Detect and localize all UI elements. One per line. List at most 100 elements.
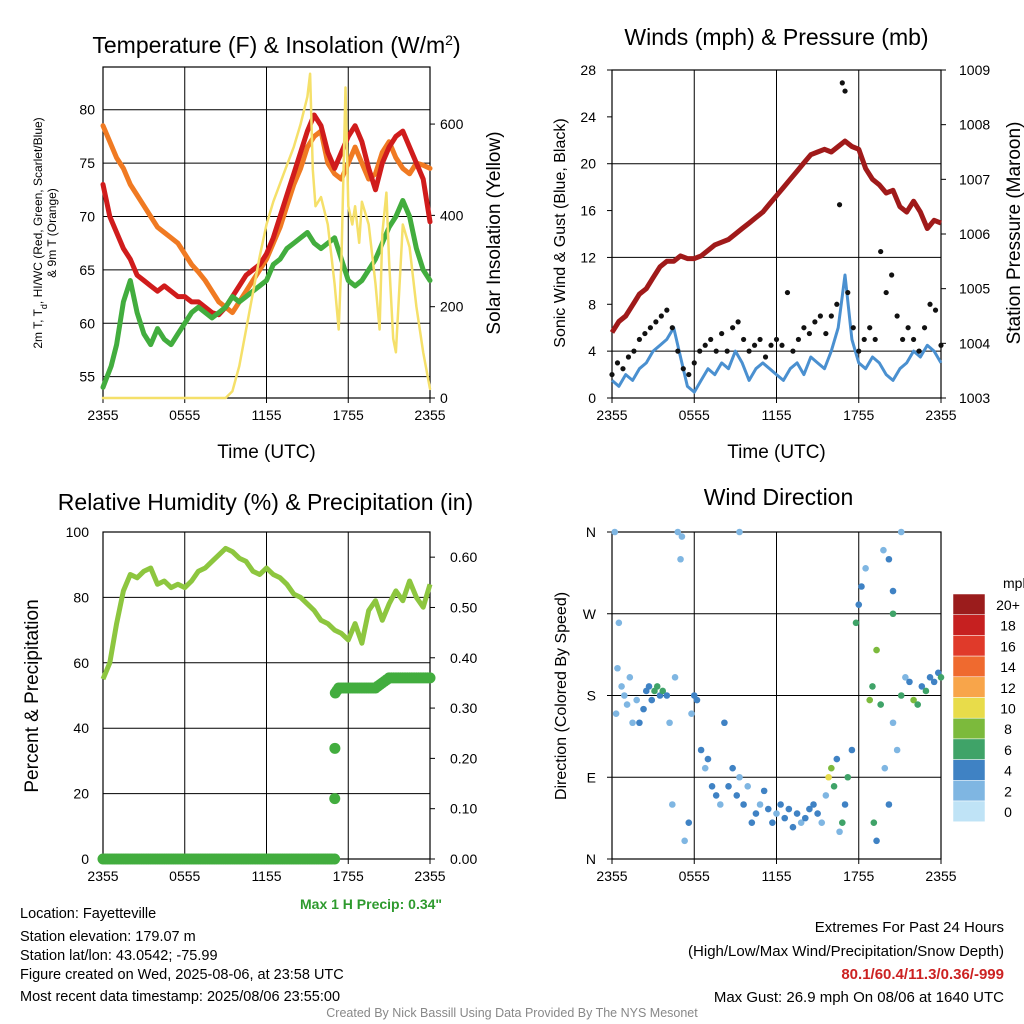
- precip-point: [424, 672, 436, 684]
- gust-point: [795, 336, 802, 343]
- gust-point: [927, 301, 933, 307]
- gust-point: [620, 366, 626, 372]
- gust-point: [867, 325, 873, 331]
- y2-tick-label: 600: [440, 116, 464, 132]
- direction-point: [822, 792, 830, 799]
- direction-point: [653, 683, 661, 690]
- gust-point: [938, 342, 944, 348]
- chart-title: Relative Humidity (%) & Precipitation (i…: [58, 489, 473, 515]
- gust-point: [839, 80, 845, 86]
- direction-point: [716, 801, 724, 808]
- colorbar-label: 0: [1004, 804, 1012, 820]
- x-tick-label: 2355: [414, 868, 445, 884]
- colorbar-title: mph: [1003, 575, 1024, 591]
- y-axis-label: 2m T, Td, HI/WC (Red, Green, Scarlet/Blu…: [31, 117, 49, 348]
- x-tick-label: 1755: [843, 868, 874, 884]
- series-line-2m-t: [100, 112, 433, 318]
- latlon-label: Station lat/lon: 43.0542; -75.99: [20, 948, 218, 964]
- direction-point: [870, 819, 878, 826]
- direction-point: [614, 664, 621, 672]
- colorbar-swatch: [952, 593, 986, 615]
- x-tick-label: 2355: [925, 407, 956, 423]
- max-precip-label: Max 1 H Precip: 0.34": [300, 896, 443, 912]
- y-tick-label: 80: [79, 102, 95, 118]
- direction-point: [769, 819, 776, 826]
- gust-point: [779, 342, 785, 348]
- direction-point: [736, 773, 743, 781]
- gust-point: [691, 360, 697, 366]
- direction-point: [814, 810, 821, 817]
- colorbar-swatch: [952, 717, 986, 740]
- direction-point: [793, 810, 801, 817]
- gust-point: [889, 272, 895, 278]
- gust-point: [658, 313, 664, 319]
- y-tick-label: 4: [588, 343, 596, 359]
- direction-point: [818, 819, 826, 826]
- direction-point: [893, 746, 901, 754]
- direction-point: [869, 683, 876, 690]
- x-tick-label: 2355: [87, 407, 118, 423]
- y-axis-label: Sonic Wind & Gust (Blue, Black): [552, 118, 569, 347]
- gust-point: [806, 330, 813, 337]
- gust-point: [642, 330, 648, 337]
- x-tick-label: 1755: [333, 407, 364, 423]
- series-line-relative-humidity: [100, 545, 433, 681]
- y-tick-label: 65: [79, 262, 95, 278]
- direction-point: [748, 819, 756, 826]
- gust-point: [614, 360, 621, 366]
- direction-point: [797, 819, 805, 826]
- gust-point: [916, 348, 922, 354]
- y2-tick-label: 0.40: [450, 650, 477, 666]
- extremes-title: Extremes For Past 24 Hours: [814, 919, 1004, 936]
- gust-point: [850, 325, 856, 331]
- y-tick-label: 24: [580, 109, 596, 125]
- x-tick-label: 1155: [761, 868, 791, 884]
- direction-point: [612, 710, 620, 717]
- gust-point: [894, 313, 900, 319]
- extremes-values: 80.1/60.4/11.3/0.36/-999: [841, 966, 1004, 983]
- direction-point: [852, 619, 860, 627]
- direction-point: [885, 555, 893, 563]
- gust-point: [768, 342, 774, 348]
- y-tick-label: N: [586, 851, 596, 867]
- direction-point: [697, 746, 705, 754]
- direction-point: [674, 528, 682, 536]
- y-tick-label: 20: [580, 156, 596, 172]
- gust-point: [653, 319, 659, 325]
- gust-point: [900, 336, 906, 343]
- direction-point: [725, 783, 732, 790]
- direction-point: [825, 773, 832, 781]
- direction-point: [880, 546, 887, 554]
- precip-point: [329, 793, 341, 805]
- y-axis-label-line2: & 9m T (Orange): [45, 188, 59, 278]
- created-label: Figure created on Wed, 2025-08-06, at 23…: [20, 967, 344, 983]
- colorbar-swatch: [952, 697, 986, 719]
- direction-point: [752, 810, 760, 817]
- colorbar-label: 4: [1004, 763, 1012, 779]
- direction-point: [873, 837, 880, 845]
- gust-point: [845, 289, 851, 296]
- gust-point: [647, 325, 653, 331]
- direction-point: [708, 783, 716, 790]
- direction-point: [666, 719, 673, 727]
- gust-point: [686, 371, 692, 378]
- gust-point: [746, 348, 752, 354]
- x-tick-label: 2355: [414, 407, 445, 423]
- direction-point: [873, 646, 880, 654]
- colorbar-swatch: [952, 759, 986, 781]
- gust-point: [856, 348, 862, 354]
- direction-point: [889, 610, 897, 618]
- colorbar-label: 8: [1004, 721, 1012, 737]
- y-tick-label: 0: [81, 851, 89, 867]
- gust-point: [702, 342, 708, 348]
- gust-point: [664, 307, 670, 313]
- gust-point: [910, 336, 917, 343]
- y2-tick-label: 1004: [959, 335, 990, 351]
- y2-tick-label: 1006: [959, 226, 990, 242]
- direction-point: [671, 674, 679, 681]
- direction-point: [626, 674, 634, 681]
- x-tick-label: 0555: [169, 407, 200, 423]
- direction-point: [889, 587, 897, 595]
- series-line-9m-t: [100, 123, 433, 316]
- direction-point: [733, 792, 741, 799]
